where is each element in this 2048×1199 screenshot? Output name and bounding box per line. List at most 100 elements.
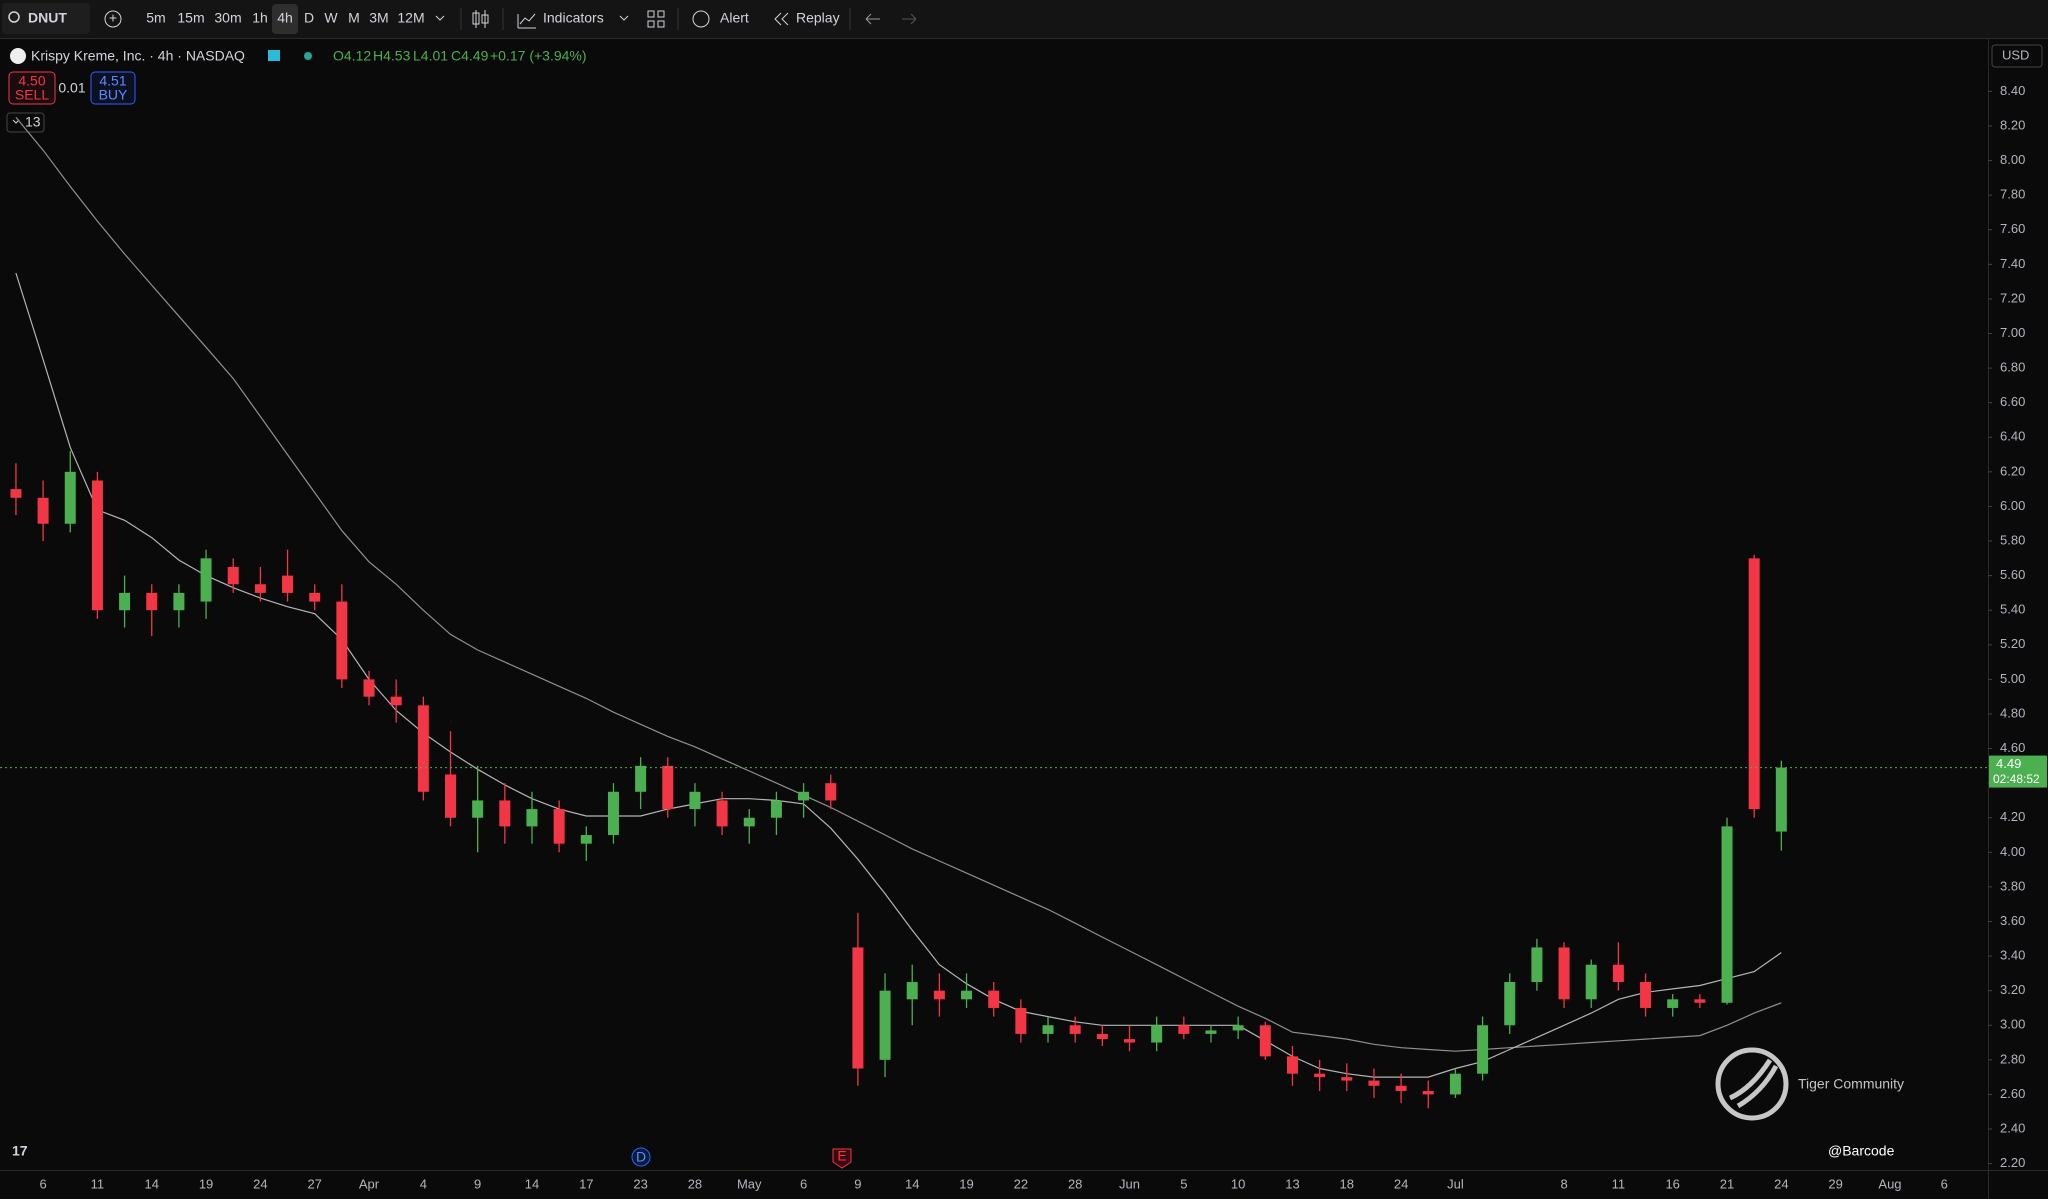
watermark-author: @Barcode <box>1828 1143 1895 1159</box>
candle-body <box>472 800 484 818</box>
earnings-event[interactable] <box>832 1148 852 1169</box>
interval-dropdown[interactable] <box>435 15 445 21</box>
interval[interactable]: 12M <box>397 10 424 26</box>
interval[interactable]: M <box>348 10 360 26</box>
x-tick-label: May <box>737 1176 762 1191</box>
y-tick-label: 5.60 <box>2000 567 2025 582</box>
buy-price[interactable]: 4.51 <box>99 73 126 89</box>
indicators-button[interactable]: Indicators <box>543 10 604 26</box>
interval[interactable]: D <box>304 10 314 26</box>
buy-button[interactable] <box>90 71 136 105</box>
x-tick-label: 19 <box>199 1176 213 1191</box>
candle-body <box>1721 826 1733 1003</box>
currency-box[interactable] <box>1991 44 2043 68</box>
candle-body <box>1558 947 1570 1000</box>
sell-button[interactable] <box>8 71 56 105</box>
interval[interactable]: 30m <box>214 10 241 26</box>
candle-body <box>553 809 565 844</box>
candle-body <box>988 990 1000 1008</box>
symbol-search[interactable] <box>2 3 90 34</box>
x-tick-label: 28 <box>1068 1176 1082 1191</box>
layout-button[interactable] <box>647 10 665 28</box>
watermark-brand: Tiger Community <box>1798 1076 1904 1092</box>
tiger-logo <box>1715 1047 1789 1121</box>
candle-body <box>146 592 158 611</box>
x-tick-label: 18 <box>1340 1176 1354 1191</box>
interval[interactable]: 15m <box>177 10 204 26</box>
dividend-event-label[interactable]: D <box>636 1149 646 1165</box>
candle-body <box>1096 1033 1108 1040</box>
candle-body <box>879 990 891 1060</box>
candle-body <box>1124 1039 1135 1043</box>
symbol[interactable]: DNUT <box>28 10 67 26</box>
interval[interactable]: 5m <box>146 10 165 26</box>
symbol-name: Krispy Kreme, Inc. · 4h · NASDAQ <box>31 48 245 64</box>
alert-button[interactable]: Alert <box>720 10 749 26</box>
x-tick-label: 5 <box>1180 1176 1187 1191</box>
last-price-box <box>1989 755 2047 788</box>
y-tick-label: 4.80 <box>2000 705 2025 720</box>
y-tick-label: 8.20 <box>2000 117 2025 132</box>
indicator-toggle-arrow <box>12 119 20 124</box>
candle-body <box>607 791 619 836</box>
indicators-dropdown[interactable] <box>619 15 629 21</box>
candle-body <box>1232 1025 1244 1031</box>
undo[interactable] <box>865 13 880 25</box>
x-tick-label: 8 <box>1560 1176 1567 1191</box>
y-tick-label: 3.80 <box>2000 878 2025 893</box>
y-tick-label: 2.20 <box>2000 1155 2025 1170</box>
x-tick-label: 14 <box>145 1176 159 1191</box>
candle-body <box>1504 982 1516 1026</box>
x-tick-label: 22 <box>1014 1176 1028 1191</box>
x-tick-label: 24 <box>253 1176 267 1191</box>
y-tick-label: 6.60 <box>2000 394 2025 409</box>
chart-type-button[interactable] <box>472 10 489 28</box>
y-tick-label: 7.20 <box>2000 290 2025 305</box>
candle-body <box>1748 558 1760 810</box>
y-tick-label: 2.60 <box>2000 1086 2025 1101</box>
interval[interactable]: 3M <box>369 10 388 26</box>
currency[interactable]: USD <box>2002 47 2029 62</box>
candle-body <box>1422 1090 1434 1095</box>
y-tick-label: 6.20 <box>2000 463 2025 478</box>
x-tick-label: 9 <box>474 1176 481 1191</box>
interval[interactable]: 1h <box>252 10 268 26</box>
y-tick-label: 3.00 <box>2000 1017 2025 1032</box>
x-tick-label: 9 <box>854 1176 861 1191</box>
candle-body <box>825 783 837 801</box>
sell-label[interactable]: SELL <box>15 87 49 103</box>
x-tick-label: 10 <box>1231 1176 1245 1191</box>
plot-area: 2.20 2.40 2.60 2.80 3.00 3.20 3.40 3.60 3.80 4.00… <box>0 83 2047 1191</box>
x-tick-label: 17 <box>579 1176 593 1191</box>
x-tick-label: Jun <box>1119 1176 1140 1191</box>
add-symbol[interactable] <box>104 10 122 28</box>
indicator-count[interactable]: 13 <box>25 114 41 130</box>
sell-price[interactable]: 4.50 <box>18 73 45 89</box>
candle-body <box>526 809 538 827</box>
candle-body <box>1015 1007 1027 1034</box>
interval[interactable]: W <box>324 10 338 26</box>
dividend-event[interactable] <box>631 1147 651 1167</box>
redo[interactable] <box>902 13 917 25</box>
interval[interactable]: 4h <box>277 10 293 26</box>
x-tick-label: 27 <box>307 1176 321 1191</box>
tv-logo[interactable]: 17 <box>12 1143 28 1159</box>
x-tick-label: 6 <box>39 1176 46 1191</box>
candle-body <box>1368 1080 1380 1086</box>
x-tick-label: 6 <box>800 1176 807 1191</box>
x-tick-label: 6 <box>1941 1176 1948 1191</box>
candle-body <box>1286 1056 1298 1074</box>
replay-button[interactable]: Replay <box>796 10 840 26</box>
x-tick-label: 13 <box>1285 1176 1299 1191</box>
candle-body <box>37 497 49 524</box>
candle-body <box>906 982 918 1000</box>
buy-label[interactable]: BUY <box>99 87 128 103</box>
earnings-event-label[interactable]: E <box>837 1148 846 1164</box>
y-tick-label: 6.00 <box>2000 498 2025 513</box>
y-tick-label: 7.40 <box>2000 256 2025 271</box>
y-tick-label: 4.20 <box>2000 809 2025 824</box>
x-tick-label: 16 <box>1665 1176 1679 1191</box>
candle-body <box>635 765 647 792</box>
candle-body <box>689 791 701 810</box>
ohlc-change: +0.17 (+3.94%) <box>490 48 587 64</box>
